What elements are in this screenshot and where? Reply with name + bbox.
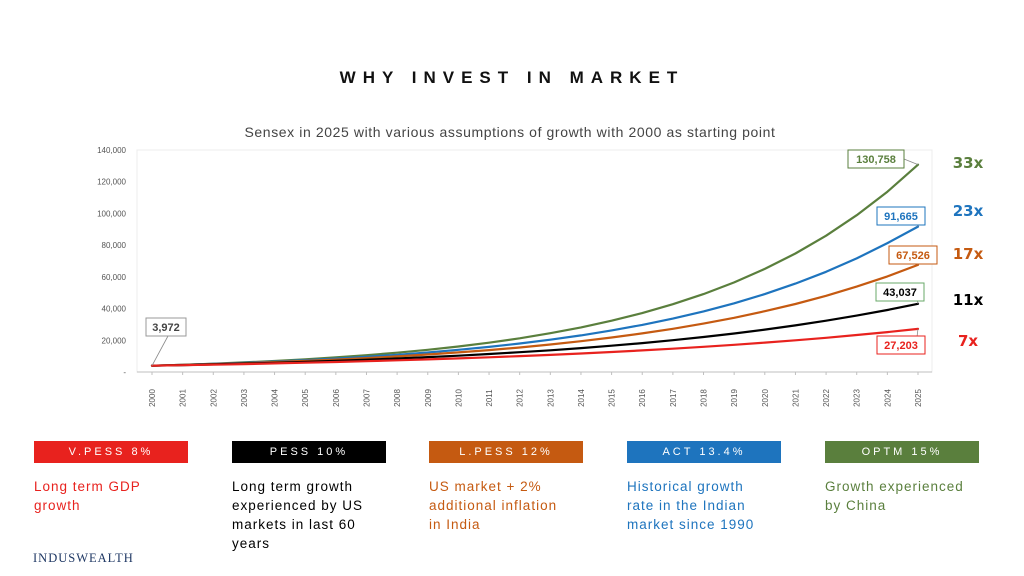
- y-tick-label: 120,000: [97, 178, 126, 187]
- callout-box-pess: [875, 282, 925, 302]
- scenario-description-line: Long term GDP: [34, 479, 141, 494]
- x-tick-label: 2002: [209, 389, 218, 407]
- scenario-description-pess: Long term growth experienced by US markets…: [232, 477, 402, 553]
- y-tick-label: 60,000: [102, 273, 127, 282]
- scenario-description-line: Growth experienced: [825, 479, 964, 494]
- scenario-description-act: Historical growth rate in the Indian marke…: [627, 477, 797, 534]
- scenario-description-line: Historical growth: [627, 479, 744, 494]
- x-tick-label: 2006: [332, 389, 341, 407]
- scenario-description-line: Long term growth: [232, 479, 354, 494]
- series-line-act: [150, 225, 920, 367]
- scenario-badge-act: ACT 13.4%: [627, 441, 781, 463]
- y-tick-label: 100,000: [97, 209, 126, 218]
- callout-pointer-start: [151, 335, 169, 366]
- y-tick-label: 20,000: [102, 336, 127, 345]
- scenario-description-optm: Growth experienced by China: [825, 477, 995, 515]
- x-tick-label: 2018: [700, 389, 709, 407]
- x-tick-label: 2010: [454, 389, 463, 407]
- callout-box-start: [145, 317, 187, 337]
- x-tick-label: 2015: [608, 389, 617, 407]
- x-tick-label: 2000: [148, 389, 157, 407]
- scenario-description-line: experienced by US: [232, 498, 364, 513]
- scenario-description-line: in India: [429, 517, 481, 532]
- callout-box-lpess: [888, 245, 938, 265]
- end-value-label-lpess: 67,526: [896, 250, 930, 262]
- x-tick-label: 2021: [791, 389, 800, 407]
- end-value-label-pess: 43,037: [883, 287, 917, 299]
- scenario-description-line: markets in last 60: [232, 517, 356, 532]
- scenario-description-line: growth: [34, 498, 81, 513]
- x-tick-label: 2004: [271, 389, 280, 407]
- scenario-description-line: by China: [825, 498, 887, 513]
- end-value-label-optm: 130,758: [856, 154, 896, 166]
- x-tick-label: 2016: [638, 389, 647, 407]
- y-tick-label: 140,000: [97, 146, 126, 155]
- x-tick-label: 2009: [424, 389, 433, 407]
- y-tick-label: 40,000: [102, 305, 127, 314]
- scenario-description-line: rate in the Indian: [627, 498, 746, 513]
- x-tick-label: 2023: [853, 389, 862, 407]
- end-value-label-vpess: 27,203: [884, 340, 918, 352]
- x-tick-label: 2011: [485, 389, 494, 407]
- y-tick-label: 80,000: [102, 241, 127, 250]
- scenario-description-line: US market + 2%: [429, 479, 542, 494]
- scenario-description-line: additional inflation: [429, 498, 558, 513]
- y-tick-label: -: [123, 368, 126, 377]
- scenario-description-vpess: Long term GDP growth: [34, 477, 204, 515]
- x-tick-label: 2005: [301, 389, 310, 407]
- series-line-optm: [150, 163, 920, 367]
- scenario-description-line: market since 1990: [627, 517, 755, 532]
- x-tick-label: 2008: [393, 389, 402, 407]
- brand-logo: INDUSWEALTH: [33, 551, 134, 565]
- x-tick-label: 2020: [761, 389, 770, 407]
- x-tick-label: 2003: [240, 389, 249, 407]
- x-tick-label: 2001: [179, 389, 188, 407]
- scenario-badge-optm: OPTM 15%: [825, 441, 979, 463]
- x-tick-label: 2013: [546, 389, 555, 407]
- scenario-description-lpess: US market + 2% additional inflation in Ind…: [429, 477, 599, 534]
- scenario-description-line: years: [232, 536, 271, 551]
- x-tick-label: 2022: [822, 389, 831, 407]
- chart-title: Sensex in 2025 with various assumptions …: [244, 124, 776, 140]
- end-value-label-act: 91,665: [884, 211, 918, 223]
- growth-multiple-vpess: 7x: [958, 332, 978, 350]
- growth-multiple-act: 23x: [953, 202, 984, 220]
- series-line-vpess: [150, 327, 920, 367]
- scenario-badge-vpess: V.PESS 8%: [34, 441, 188, 463]
- callout-pointer-optm: [903, 158, 919, 166]
- x-tick-label: 2007: [362, 389, 371, 407]
- callout-box-act: [876, 206, 926, 226]
- scenario-badge-lpess: L.PESS 12%: [429, 441, 583, 463]
- growth-multiple-lpess: 17x: [953, 245, 984, 263]
- start-value-label: 3,972: [152, 322, 180, 334]
- x-tick-label: 2017: [669, 389, 678, 407]
- growth-multiple-optm: 33x: [953, 154, 984, 172]
- callout-box-optm: [847, 149, 905, 169]
- x-tick-label: 2019: [730, 389, 739, 407]
- x-tick-label: 2012: [516, 389, 525, 407]
- x-tick-label: 2025: [914, 389, 923, 407]
- scenario-badge-pess: PESS 10%: [232, 441, 386, 463]
- page-title: WHY INVEST IN MARKET: [339, 68, 685, 87]
- growth-multiple-pess: 11x: [953, 291, 984, 309]
- callout-box-vpess: [876, 335, 926, 355]
- x-tick-label: 2024: [883, 389, 892, 407]
- x-tick-label: 2014: [577, 389, 586, 407]
